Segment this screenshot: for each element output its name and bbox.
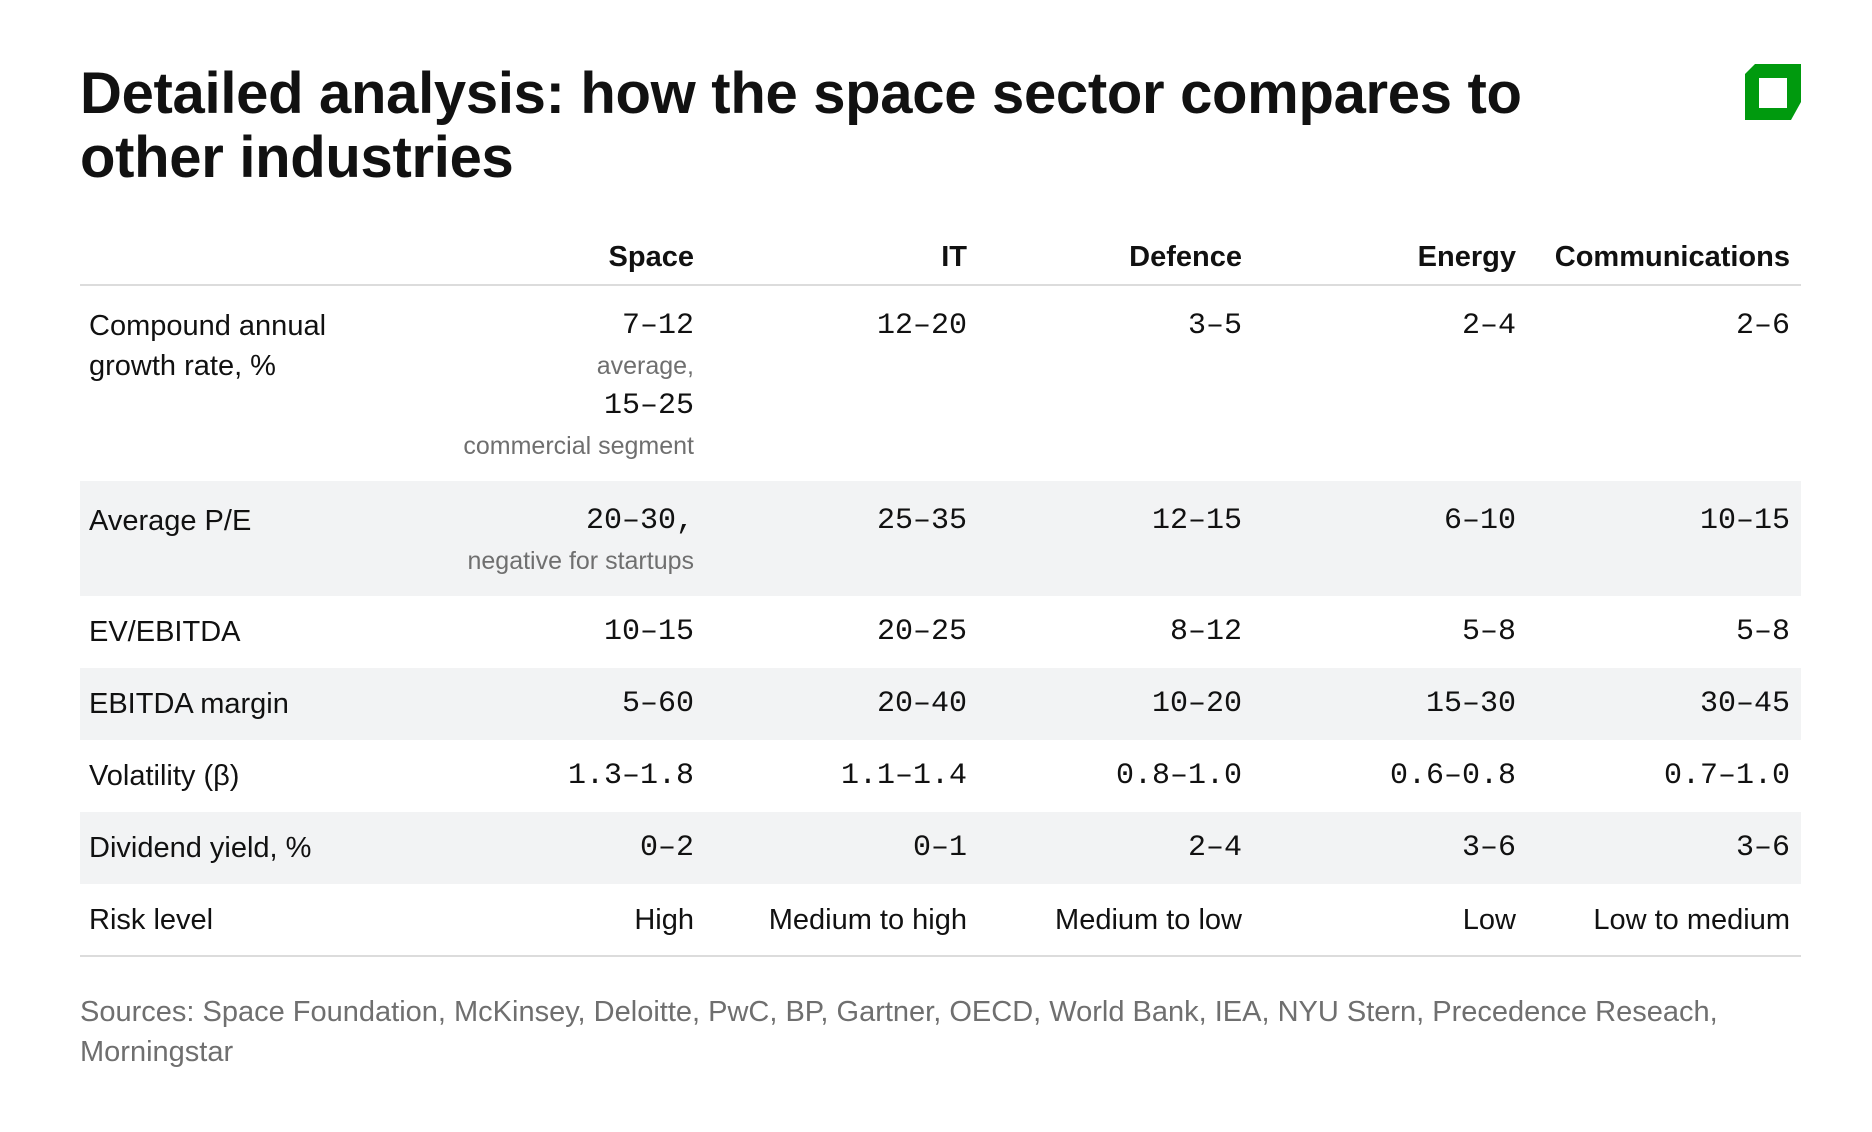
row-label: EV/EBITDA [89,616,241,648]
row-label: Average P/E [80,481,390,596]
column-header-space: Space [390,230,705,286]
table-cell: 30–45 [1527,668,1801,740]
row-label: Volatility (β) [89,760,240,792]
table-cell: 0–1 [705,812,978,884]
cell-value: 5–8 [1735,615,1790,649]
table-cell: 0.8–1.0 [978,740,1253,812]
table-row: Dividend yield, % 0–2 0–1 2–4 3–6 3–6 [80,812,1801,884]
cell-value: 10–15 [603,615,694,649]
cell-note: commercial segment [463,432,694,460]
cell-value: High [634,904,694,936]
cell-note: negative for startups [467,547,694,575]
table-cell: 3–6 [1253,812,1527,884]
column-header-communications: Communications [1527,230,1801,286]
cell-value: 6–10 [1443,504,1516,538]
table-cell: 6–10 [1253,481,1527,596]
table-cell: Medium to low [978,884,1253,957]
table-row: EV/EBITDA 10–15 20–25 8–12 5–8 5–8 [80,596,1801,668]
table-cell: 8–12 [978,596,1253,668]
row-label: Risk level [80,884,390,957]
column-header [80,230,390,286]
table-cell: 0–2 [390,812,705,884]
cell-value: Low [1462,904,1516,936]
cell-value: 0.6–0.8 [1389,759,1516,793]
table-cell: High [390,884,705,957]
table-cell: 10–20 [978,668,1253,740]
table-row: Volatility (β) 1.3–1.8 1.1–1.4 0.8–1.0 0.6–0… [80,740,1801,812]
table-cell: 25–35 [705,481,978,596]
cell-value: 3–5 [1187,309,1242,343]
comparison-table: Space IT Defence Energy Communications C… [80,230,1801,957]
table-cell: 15–30 [1253,668,1527,740]
table-cell: 10–15 [390,596,705,668]
table-cell: 3–6 [1527,812,1801,884]
logo-icon [1745,64,1801,120]
table-cell: 10–15 [1527,481,1801,596]
cell-value: 3–6 [1735,831,1790,865]
row-label: Dividend yield, % [80,812,390,884]
row-label: Compound annual growth rate, % [89,310,327,382]
column-header-defence: Defence [978,230,1253,286]
table-cell: 5–8 [1253,596,1527,668]
cell-value: 20–40 [876,687,967,721]
cell-value: 2–6 [1735,309,1790,343]
cell-value: 3–6 [1461,831,1516,865]
table-cell: 2–4 [978,812,1253,884]
cell-value: 1.1–1.4 [840,759,967,793]
cell-value: 2–4 [1461,309,1516,343]
column-header-it: IT [705,230,978,286]
table-cell: 12–20 [705,285,978,481]
cell-value: 0.8–1.0 [1115,759,1242,793]
cell-value: 8–12 [1169,615,1242,649]
sources-note: Sources: Space Foundation, McKinsey, Del… [80,996,1718,1068]
table-cell: Low [1253,884,1527,957]
cell-value: 10–15 [1699,504,1790,538]
cell-value: 20–25 [876,615,967,649]
table-cell: 5–8 [1527,596,1801,668]
table-cell: 7–12 average, 15–25 commercial segment [390,285,705,481]
cell-value: 20–30, [585,504,694,538]
row-label: EBITDA margin [80,668,390,740]
cell-value: 0–2 [639,831,694,865]
cell-value: 15–30 [1425,687,1516,721]
cell-value: 2–4 [1187,831,1242,865]
cell-value: Medium to high [768,904,967,936]
table-row: Compound annual growth rate, % 7–12 averag… [80,285,1801,481]
header-row: Space IT Defence Energy Communications [80,230,1801,286]
table-cell: 20–25 [705,596,978,668]
table-cell: 0.6–0.8 [1253,740,1527,812]
cell-value: Medium to low [1055,904,1242,936]
cell-value: 15–25 [603,389,694,423]
cell-value: 0–1 [912,831,967,865]
cell-value: 12–15 [1151,504,1242,538]
table-cell: 0.7–1.0 [1527,740,1801,812]
table-cell: 20–30, negative for startups [390,481,705,596]
table-cell: Medium to high [705,884,978,957]
cell-value: 10–20 [1151,687,1242,721]
cell-value: 5–8 [1461,615,1516,649]
column-header-energy: Energy [1253,230,1527,286]
table-cell: 1.1–1.4 [705,740,978,812]
table-row: Risk level High Medium to high Medium to lo… [80,884,1801,957]
table-row: EBITDA margin 5–60 20–40 10–20 15–30 30–45 [80,668,1801,740]
cell-value: 0.7–1.0 [1663,759,1790,793]
cell-value: 1.3–1.8 [567,759,694,793]
cell-value: 12–20 [876,309,967,343]
cell-note: average, [596,352,694,380]
table-cell: 3–5 [978,285,1253,481]
cell-value: 25–35 [876,504,967,538]
cell-value: 30–45 [1699,687,1790,721]
table-cell: 20–40 [705,668,978,740]
table-cell: Low to medium [1527,884,1801,957]
table-cell: 12–15 [978,481,1253,596]
table-row: Average P/E 20–30, negative for startups 25… [80,481,1801,596]
cell-value: 7–12 [621,309,694,343]
table-cell: 2–4 [1253,285,1527,481]
table-cell: 5–60 [390,668,705,740]
cell-value: 5–60 [621,687,694,721]
table-cell: 2–6 [1527,285,1801,481]
page-title: Detailed analysis: how the space sector … [80,61,1522,190]
cell-value: Low to medium [1593,904,1790,936]
table-cell: 1.3–1.8 [390,740,705,812]
